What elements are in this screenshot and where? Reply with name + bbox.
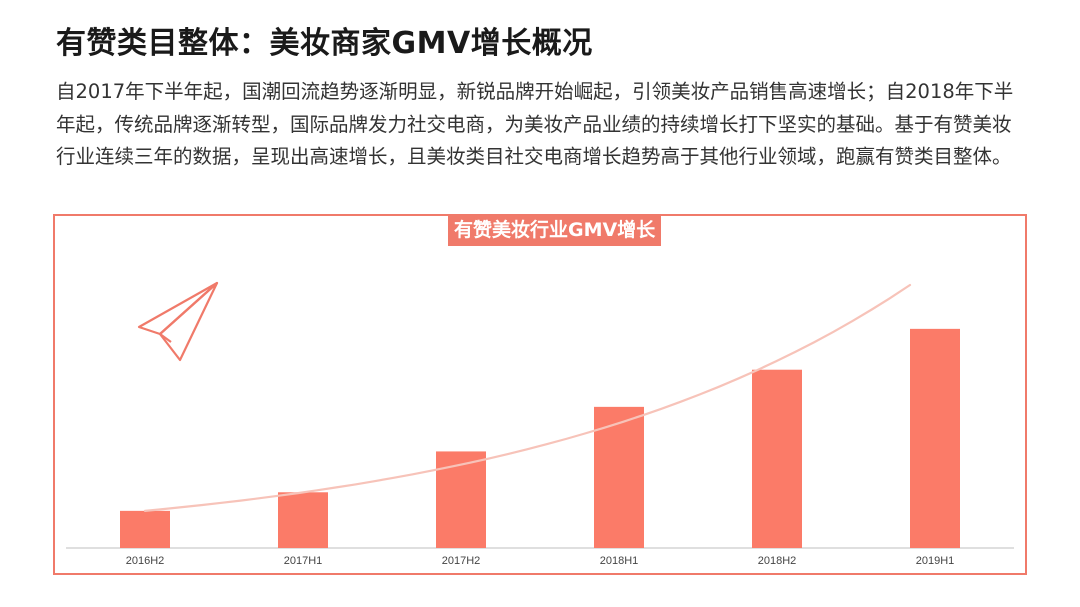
x-tick-2018H1: 2018H1 [600,555,639,567]
bar-2019H1 [910,328,960,548]
bar-2017H1 [278,492,328,548]
bars-group [120,328,960,548]
paper-plane-icon [137,281,219,362]
x-tick-2019H1: 2019H1 [916,555,955,567]
trend-line [143,283,912,512]
bar-2016H2 [120,510,170,548]
x-tick-2017H2: 2017H2 [442,555,481,567]
intro-paragraph: 自2017年下半年起，国潮回流趋势逐渐明显，新锐品牌开始崛起，引领美妆产品销售高… [56,80,1014,168]
bar-2018H2 [752,369,802,548]
page-title: 有赞类目整体：美妆商家GMV增长概况 [56,26,593,61]
x-tick-2018H2: 2018H2 [758,555,797,567]
chart-title: 有赞美妆行业GMV增长 [448,215,662,246]
x-tick-2017H1: 2017H1 [284,555,323,567]
bar-2018H1 [594,406,644,548]
bar-2017H2 [436,451,486,548]
x-tick-labels: 2016H2 2017H1 2017H2 2018H1 2018H2 2019H1 [126,555,955,567]
x-tick-2016H2: 2016H2 [126,555,165,567]
